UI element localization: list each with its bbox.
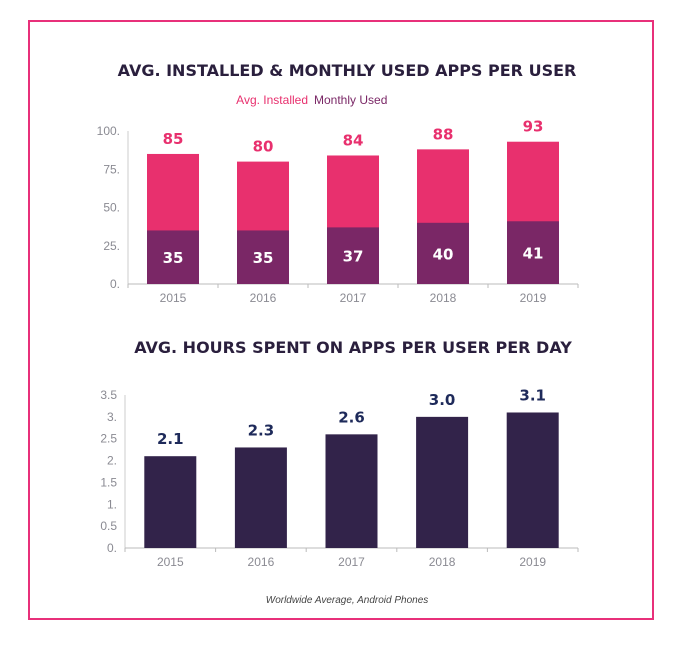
y-tick-label: 2.: [107, 454, 117, 468]
bar-hours: [506, 412, 559, 548]
y-tick-label: 0.5: [100, 519, 117, 533]
y-tick-label: 1.5: [100, 475, 117, 489]
y-tick-label: 100.: [97, 124, 120, 138]
bar-hours: [234, 447, 287, 548]
x-tick-label: 2015: [157, 555, 184, 569]
y-tick-label: 50.: [103, 201, 120, 215]
bar-hours: [144, 456, 197, 548]
chart2-plot: 0. 0.5 1. 1.5 2. 2.5 3. 3.5 2015 2016 2017 2018 2019…: [100, 386, 579, 569]
data-label-hours: 2.3: [248, 421, 275, 439]
data-label-used: 35: [253, 249, 274, 267]
data-label-installed: 80: [253, 138, 274, 156]
data-label-hours: 2.1: [157, 430, 184, 448]
data-label-installed: 84: [343, 131, 364, 149]
bar-hours: [416, 416, 469, 548]
data-label-used: 35: [163, 249, 184, 267]
data-label-installed: 85: [163, 130, 184, 148]
data-label-hours: 3.1: [519, 386, 546, 404]
x-tick-label: 2017: [338, 555, 365, 569]
chart1-title: AVG. INSTALLED & MONTHLY USED APPS PER U…: [118, 61, 577, 80]
bar-hours: [325, 434, 378, 548]
data-label-used: 37: [343, 248, 364, 266]
y-tick-label: 75.: [103, 162, 120, 176]
bar-monthly-used: [327, 227, 379, 284]
bar-monthly-used: [507, 221, 559, 284]
y-tick-label: 0.: [107, 541, 117, 555]
chart1-plot: 0. 25. 50. 75. 100. 2015 2016 2017 2018 2019 85 35 8…: [97, 118, 579, 305]
x-tick-label: 2018: [429, 555, 456, 569]
chart2-title: AVG. HOURS SPENT ON APPS PER USER PER DA…: [134, 338, 572, 357]
x-tick-label: 2018: [430, 291, 457, 305]
footnote: Worldwide Average, Android Phones: [266, 595, 429, 606]
x-tick-label: 2019: [520, 291, 547, 305]
y-tick-label: 25.: [103, 239, 120, 253]
y-tick-label: 2.5: [100, 432, 117, 446]
bar-monthly-used: [417, 222, 469, 284]
x-tick-label: 2016: [250, 291, 277, 305]
data-label-used: 40: [433, 245, 454, 263]
x-tick-label: 2015: [160, 291, 187, 305]
data-label-used: 41: [523, 245, 544, 263]
x-tick-label: 2019: [519, 555, 546, 569]
x-tick-label: 2016: [248, 555, 275, 569]
y-tick-label: 1.: [107, 497, 117, 511]
data-label-hours: 2.6: [338, 408, 365, 426]
y-tick-label: 0.: [110, 277, 120, 291]
bar-monthly-used: [147, 230, 199, 284]
data-label-installed: 93: [523, 118, 544, 136]
y-tick-label: 3.5: [100, 388, 117, 402]
x-tick-label: 2017: [340, 291, 367, 305]
data-label-installed: 88: [433, 125, 454, 143]
legend-avg-installed: Avg. Installed: [236, 93, 308, 107]
bar-monthly-used: [237, 230, 289, 284]
data-label-hours: 3.0: [429, 391, 456, 409]
chart-frame: [28, 20, 654, 620]
y-tick-label: 3.: [107, 410, 117, 424]
legend-monthly-used: Monthly Used: [314, 93, 387, 107]
